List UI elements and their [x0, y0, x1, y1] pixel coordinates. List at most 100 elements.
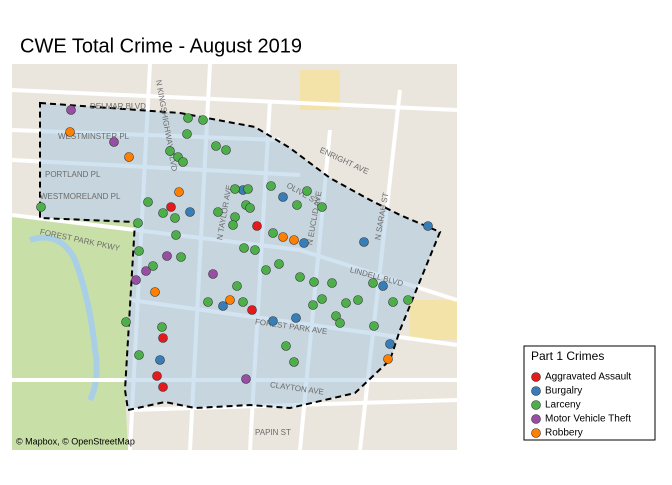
crime-point	[183, 113, 193, 123]
roads	[11, 63, 458, 451]
crime-point	[245, 203, 255, 213]
crime-point	[158, 382, 168, 392]
attribution: © Mapbox, © OpenStreetMap	[16, 436, 135, 446]
crime-point	[203, 297, 213, 307]
crime-point	[165, 146, 175, 156]
crime-point	[268, 228, 278, 238]
crime-point	[150, 287, 160, 297]
street-label: WESTMORELAND PL	[40, 192, 121, 201]
crime-point	[403, 295, 413, 305]
crime-point	[247, 305, 257, 315]
crime-point	[148, 261, 158, 271]
crime-point	[327, 278, 337, 288]
crime-point	[353, 295, 363, 305]
crime-point	[134, 350, 144, 360]
crime-point	[241, 374, 251, 384]
crime-point	[291, 313, 301, 323]
crime-point	[378, 281, 388, 291]
crime-point	[65, 127, 75, 137]
crime-point	[218, 301, 228, 311]
crime-point	[289, 357, 299, 367]
crime-point	[317, 202, 327, 212]
crime-point	[261, 265, 271, 275]
legend-label: Burgalry	[545, 386, 582, 397]
lake	[29, 234, 100, 402]
legend-swatch	[531, 428, 541, 438]
crime-point	[239, 243, 249, 253]
crime-point	[157, 322, 167, 332]
points	[36, 105, 433, 392]
crime-point	[158, 208, 168, 218]
legend-swatch	[531, 400, 541, 410]
crime-point	[423, 221, 433, 231]
crime-point	[385, 339, 395, 349]
crime-point	[302, 186, 312, 196]
crime-point	[369, 321, 379, 331]
crime-point	[388, 297, 398, 307]
crime-point	[162, 251, 172, 261]
crime-point	[292, 200, 302, 210]
crime-point	[266, 181, 276, 191]
crime-point	[309, 277, 319, 287]
crime-point	[281, 341, 291, 351]
crime-point	[185, 207, 195, 217]
crime-point	[335, 318, 345, 328]
crime-point	[211, 141, 221, 151]
crime-point	[134, 246, 144, 256]
crime-point	[133, 218, 143, 228]
crime-point	[143, 197, 153, 207]
crime-point	[268, 316, 278, 326]
crime-point	[383, 354, 393, 364]
crime-point	[198, 115, 208, 125]
street-label: DELMAR BLVD	[90, 102, 146, 111]
basemap: DELMAR BLVD WESTMINSTER PL PORTLAND PL W…	[11, 63, 458, 451]
crime-point	[166, 202, 176, 212]
crime-point	[232, 281, 242, 291]
park	[12, 215, 135, 450]
neighborhood-boundary	[39, 101, 442, 412]
crime-point	[225, 295, 235, 305]
legend-box	[523, 345, 656, 441]
crime-point	[289, 235, 299, 245]
crime-point	[66, 105, 76, 115]
block	[410, 300, 457, 340]
crime-point	[178, 157, 188, 167]
legend-title: Part 1 Crimes	[531, 349, 604, 363]
crime-point	[252, 221, 262, 231]
crime-point	[141, 266, 151, 276]
crime-point	[230, 184, 240, 194]
crime-point	[250, 245, 260, 255]
street-label: PORTLAND PL	[45, 170, 101, 179]
legend-label: Motor Vehicle Theft	[545, 414, 631, 425]
street-label: PAPIN ST	[255, 428, 291, 437]
street-label: WESTMINSTER PL	[58, 132, 130, 141]
crime-point	[182, 129, 192, 139]
crime-point	[359, 237, 369, 247]
crime-point	[341, 298, 351, 308]
crime-point	[221, 145, 231, 155]
crime-point	[317, 294, 327, 304]
legend-swatch	[531, 386, 541, 396]
crime-point	[131, 275, 141, 285]
crime-point	[171, 230, 181, 240]
map-title: CWE Total Crime - August 2019	[20, 35, 302, 57]
crime-point	[278, 192, 288, 202]
legend-label: Robbery	[545, 428, 583, 439]
legend: Part 1 Crimes Aggravated Assault Burgalry…	[523, 345, 656, 441]
legend-label: Aggravated Assault	[545, 372, 631, 383]
crime-point	[295, 272, 305, 282]
crime-point	[158, 333, 168, 343]
crime-point	[170, 213, 180, 223]
crime-point	[36, 202, 46, 212]
crime-point	[208, 269, 218, 279]
crime-point	[238, 297, 248, 307]
crime-point	[155, 355, 165, 365]
crime-point	[308, 300, 318, 310]
legend-swatch	[531, 414, 541, 424]
crime-point	[299, 238, 309, 248]
crime-point	[368, 278, 378, 288]
crime-point	[274, 259, 284, 269]
crime-point	[243, 184, 253, 194]
crime-point	[228, 220, 238, 230]
